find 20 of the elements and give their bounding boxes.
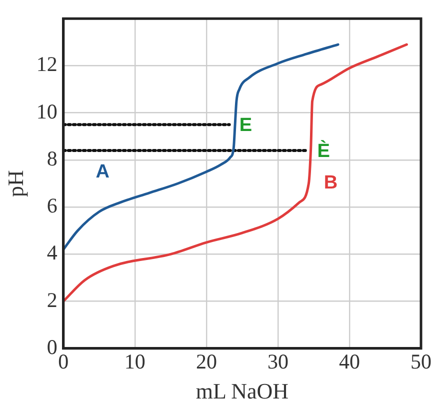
y-tick-label: 2 <box>46 288 58 312</box>
y-tick-label: 6 <box>46 194 58 218</box>
line-series <box>63 43 408 303</box>
series-label: A <box>96 162 110 183</box>
y-axis-title: pH <box>2 170 28 197</box>
y-tick-label: 8 <box>46 146 58 170</box>
x-axis-title: mL NaOH <box>196 378 289 404</box>
x-tick-label: 40 <box>338 350 360 374</box>
x-tick-label: 10 <box>124 350 146 374</box>
annotation: E <box>239 114 252 136</box>
x-tick-label: 50 <box>410 350 432 374</box>
y-tick-label: 10 <box>36 99 58 124</box>
series-label: B <box>324 172 338 194</box>
x-tick-label: 30 <box>267 350 288 374</box>
annotation: È <box>317 140 330 162</box>
x-tick-label: 20 <box>196 350 217 374</box>
line-series <box>63 43 340 251</box>
y-tick-label: 12 <box>36 52 58 76</box>
y-tick-label: 4 <box>46 240 58 265</box>
y-tick-label: 0 <box>46 334 58 359</box>
